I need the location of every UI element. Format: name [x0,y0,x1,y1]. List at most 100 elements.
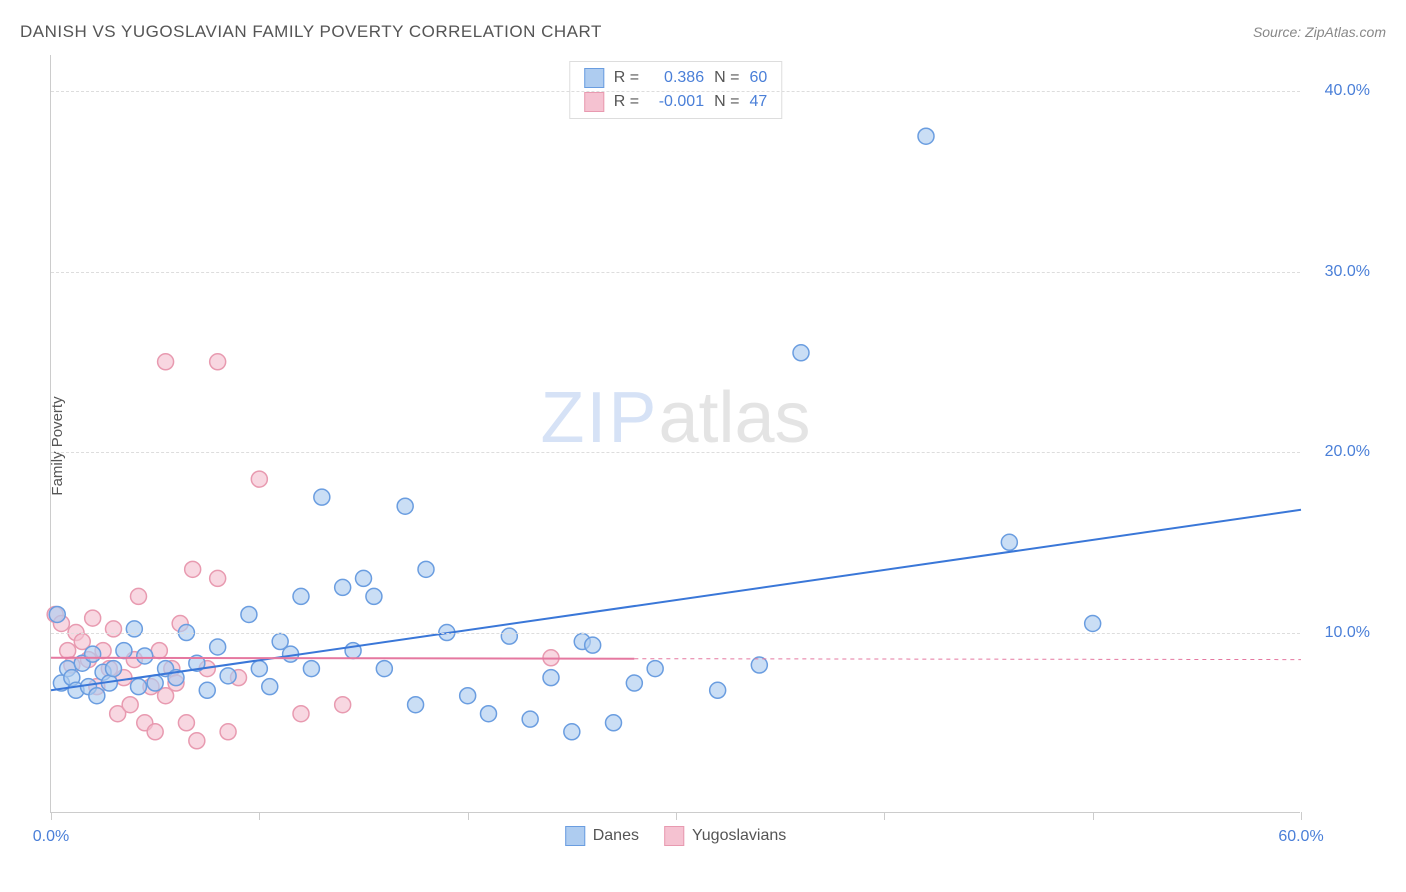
plot-area: ZIPatlas R = 0.386 N = 60 R = -0.001 N =… [50,55,1300,813]
scatter-point [210,354,226,370]
scatter-point [220,724,236,740]
x-tick [1301,812,1302,820]
n-label: N = [714,93,739,111]
y-tick-label: 10.0% [1310,624,1370,642]
scatter-point [158,354,174,370]
scatter-point [397,498,413,514]
x-tick [259,812,260,820]
legend-stats-row: R = 0.386 N = 60 [584,66,767,90]
scatter-point [647,661,663,677]
x-tick-label: 60.0% [1278,828,1323,846]
trend-line-dashed [634,659,1301,660]
x-tick [676,812,677,820]
legend-item-yugoslavians: Yugoslavians [664,826,786,846]
x-tick [51,812,52,820]
scatter-point [185,561,201,577]
scatter-point [151,643,167,659]
scatter-point [60,643,76,659]
scatter-point [606,715,622,731]
n-value: 47 [749,93,767,111]
scatter-point [418,561,434,577]
legend-stats-row: R = -0.001 N = 47 [584,90,767,114]
gridline [51,633,1300,634]
x-tick [468,812,469,820]
chart-title: DANISH VS YUGOSLAVIAN FAMILY POVERTY COR… [20,22,602,42]
scatter-point [335,579,351,595]
legend-label: Yugoslavians [692,827,786,845]
scatter-point [293,706,309,722]
scatter-point [376,661,392,677]
scatter-point [199,682,215,698]
scatter-point [220,668,236,684]
scatter-point [262,679,278,695]
scatter-point [122,697,138,713]
scatter-point [314,489,330,505]
scatter-point [460,688,476,704]
scatter-point [408,697,424,713]
trend-line [51,658,634,659]
scatter-point [793,345,809,361]
scatter-point [210,639,226,655]
scatter-point [106,661,122,677]
gridline [51,272,1300,273]
scatter-point [89,688,105,704]
scatter-point [126,621,142,637]
scatter-point [710,682,726,698]
y-tick-label: 40.0% [1310,82,1370,100]
scatter-point [626,675,642,691]
scatter-point [522,711,538,727]
source-attribution: Source: ZipAtlas.com [1253,24,1386,40]
scatter-point [251,471,267,487]
scatter-point [241,606,257,622]
scatter-point [106,621,122,637]
scatter-point [189,733,205,749]
scatter-point [335,697,351,713]
x-tick [884,812,885,820]
scatter-point [501,628,517,644]
scatter-point [1001,534,1017,550]
y-tick-label: 20.0% [1310,443,1370,461]
scatter-point [751,657,767,673]
scatter-point [303,661,319,677]
chart-header: DANISH VS YUGOSLAVIAN FAMILY POVERTY COR… [20,22,1386,42]
x-tick [1093,812,1094,820]
scatter-point [131,588,147,604]
scatter-point [293,588,309,604]
scatter-point [481,706,497,722]
gridline [51,91,1300,92]
r-label: R = [614,93,639,111]
scatter-point [366,588,382,604]
scatter-point [251,661,267,677]
n-label: N = [714,69,739,87]
scatter-point [564,724,580,740]
scatter-point [147,724,163,740]
legend-swatch [584,68,604,88]
n-value: 60 [749,69,767,87]
legend-item-danes: Danes [565,826,639,846]
y-tick-label: 30.0% [1310,263,1370,281]
scatter-point [116,643,132,659]
scatter-point [137,648,153,664]
r-value: 0.386 [649,69,704,87]
scatter-point [1085,616,1101,632]
scatter-point [210,570,226,586]
scatter-point [49,606,65,622]
legend-swatch [664,826,684,846]
r-value: -0.001 [649,93,704,111]
trend-line [51,510,1301,690]
scatter-point [131,679,147,695]
scatter-point [85,646,101,662]
gridline [51,452,1300,453]
r-label: R = [614,69,639,87]
x-tick-label: 0.0% [33,828,69,846]
scatter-point [585,637,601,653]
legend-swatch [584,92,604,112]
scatter-point [356,570,372,586]
legend-series: Danes Yugoslavians [565,826,787,846]
scatter-point [147,675,163,691]
scatter-point [178,715,194,731]
legend-stats: R = 0.386 N = 60 R = -0.001 N = 47 [569,61,782,119]
chart-svg [51,55,1300,812]
legend-swatch [565,826,585,846]
scatter-point [85,610,101,626]
